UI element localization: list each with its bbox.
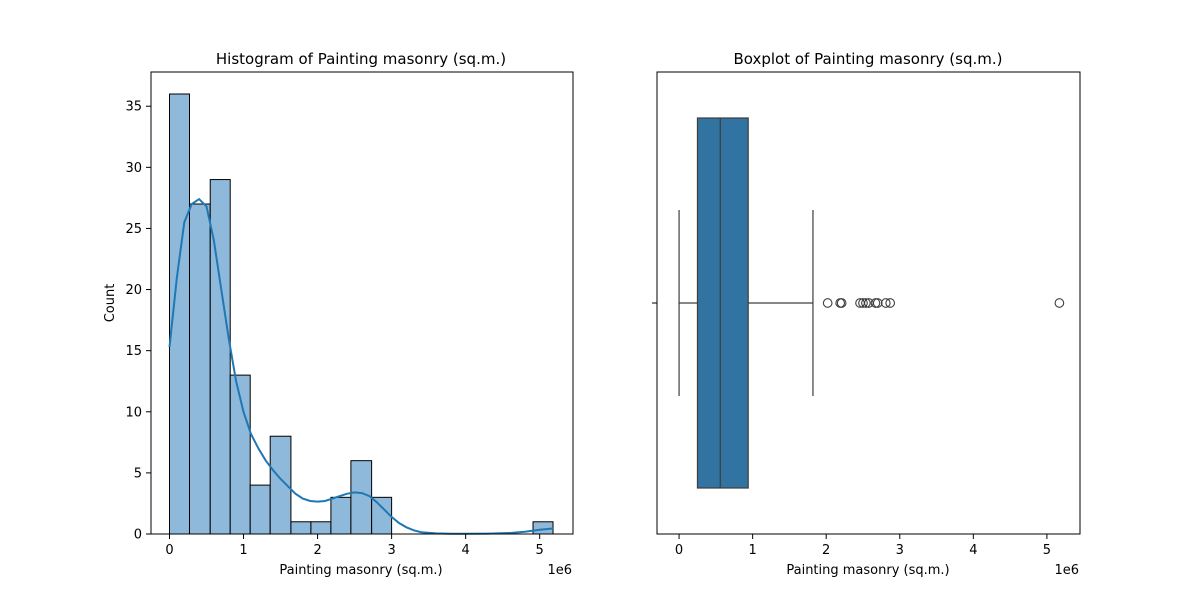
boxplot-x-tick-label: 0: [675, 543, 683, 558]
histogram-x-offset: 1e6: [547, 563, 572, 578]
outlier-point: [885, 298, 896, 308]
histogram-bar: [310, 521, 332, 535]
histogram-x-tick-label: 1: [239, 543, 247, 558]
histogram-x-tick-label: 0: [165, 543, 173, 558]
boxplot-x-label: Painting masonry (sq.m.): [786, 563, 949, 578]
boxplot-outliers: [822, 298, 1065, 308]
outlier-point: [858, 298, 868, 308]
boxplot-panel: Boxplot of Painting masonry (sq.m.) 0 1 2 3…: [652, 50, 1081, 578]
histogram-bar: [371, 496, 393, 535]
histogram-y-tick-label: 15: [125, 344, 142, 359]
iqr-box: [696, 117, 749, 489]
histogram-bar: [350, 460, 373, 535]
boxplot-x-tick-label: 1: [748, 543, 756, 558]
outlier-point: [872, 298, 883, 308]
boxplot-x-tick-label: 5: [1043, 543, 1051, 558]
histogram-x-tick-label: 4: [462, 543, 470, 558]
boxplot-x-tick-label: 2: [822, 543, 830, 558]
histogram-x-label: Painting masonry (sq.m.): [279, 563, 442, 578]
histogram-bars: [169, 93, 554, 535]
histogram-bar: [188, 203, 211, 535]
histogram-y-tick-label: 0: [134, 528, 142, 543]
histogram-axes-frame: [150, 71, 574, 535]
boxplot-x-tick-label: 4: [969, 543, 977, 558]
histogram-y-tick-label: 10: [125, 405, 142, 420]
histogram-y-ticks: 0 5 10 15 20 25 30 35: [125, 100, 151, 543]
boxplot-x-ticks: 0 1 2 3 4 5: [675, 534, 1051, 558]
histogram-panel: Histogram of Painting masonry (sq.m.) 0 1…: [103, 50, 574, 578]
histogram-title: Histogram of Painting masonry (sq.m.): [216, 50, 506, 68]
boxplot-x-tick-label: 3: [896, 543, 904, 558]
outlier-point: [880, 298, 891, 308]
outlier-point: [822, 298, 833, 308]
histogram-bar: [330, 496, 352, 535]
histogram-x-tick-label: 5: [536, 543, 544, 558]
boxplot-x-offset: 1e6: [1054, 563, 1079, 578]
boxplot-body: [678, 117, 814, 489]
histogram-y-tick-label: 30: [125, 161, 142, 176]
histogram-x-tick-label: 3: [387, 543, 395, 558]
histogram-x-ticks: 0 1 2 3 4 5: [165, 534, 544, 558]
histogram-bar: [290, 521, 312, 535]
outlier-point: [870, 298, 881, 308]
histogram-y-tick-label: 35: [125, 100, 142, 115]
histogram-y-tick-label: 5: [134, 466, 142, 481]
kde-line: [168, 197, 554, 535]
histogram-y-tick-label: 20: [125, 283, 142, 298]
histogram-x-tick-label: 2: [313, 543, 321, 558]
outlier-point: [836, 298, 847, 308]
histogram-bar: [209, 179, 231, 535]
histogram-y-label: Count: [103, 284, 118, 323]
outlier-point: [861, 298, 871, 308]
histogram-y-tick-label: 25: [125, 222, 142, 237]
boxplot-title: Boxplot of Painting masonry (sq.m.): [733, 50, 1002, 68]
outlier-point: [1054, 298, 1065, 308]
histogram-bar: [249, 484, 271, 535]
